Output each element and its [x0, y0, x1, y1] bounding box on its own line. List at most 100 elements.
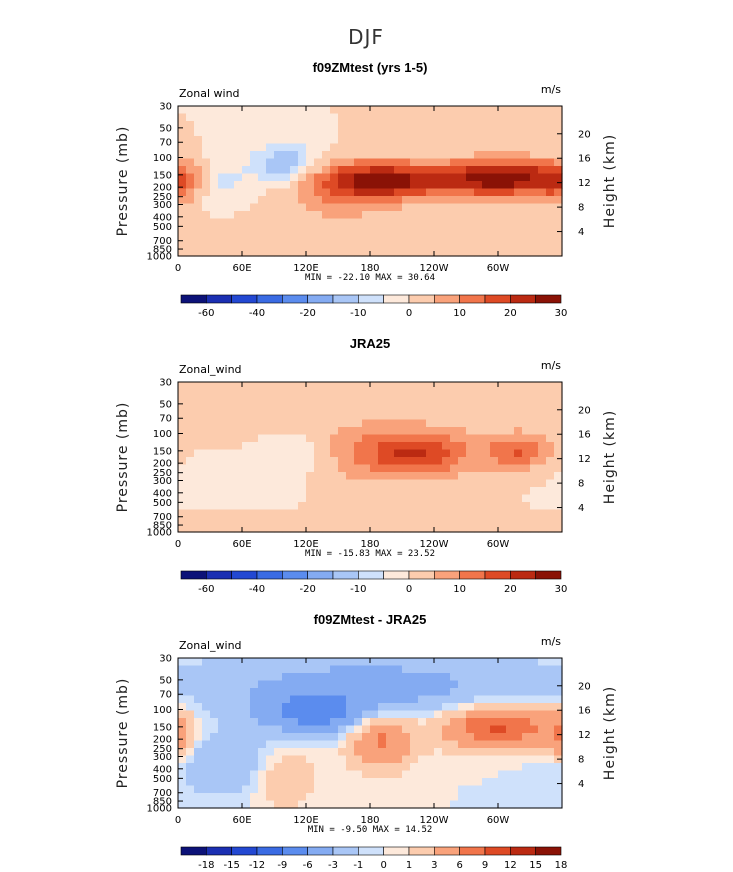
- heatmap-cell: [482, 785, 491, 794]
- heatmap-cell: [194, 203, 203, 212]
- heatmap-cell: [186, 233, 195, 242]
- heatmap-cell: [498, 763, 507, 772]
- heatmap-cell: [410, 188, 419, 197]
- heatmap-cell: [362, 755, 371, 764]
- heatmap-cell: [538, 778, 547, 787]
- heatmap-cell: [554, 248, 563, 257]
- heatmap-cell: [266, 718, 275, 727]
- heatmap-cell: [306, 665, 315, 674]
- heatmap-cell: [546, 196, 555, 205]
- heatmap-cell: [186, 404, 195, 413]
- heatmap-cell: [274, 680, 283, 689]
- heatmap-cell: [450, 733, 459, 742]
- heatmap-cell: [450, 233, 459, 242]
- heatmap-cell: [370, 166, 379, 175]
- heatmap-cell: [290, 382, 299, 391]
- heatmap-cell: [530, 658, 539, 667]
- heatmap-cell: [538, 248, 547, 257]
- y-right-tick-label: 12: [578, 454, 591, 465]
- heatmap-cell: [554, 128, 563, 137]
- heatmap-cell: [530, 673, 539, 682]
- heatmap-cell: [386, 389, 395, 398]
- heatmap-cell: [202, 479, 211, 488]
- heatmap-cell: [538, 203, 547, 212]
- heatmap-cell: [394, 113, 403, 122]
- y-right-tick-label: 8: [578, 479, 584, 490]
- heatmap-cell: [498, 748, 507, 757]
- heatmap-cell: [362, 397, 371, 406]
- heatmap-cell: [538, 725, 547, 734]
- heatmap-cell: [354, 434, 363, 443]
- heatmap-cell: [490, 725, 499, 734]
- heatmap-cell: [338, 680, 347, 689]
- heatmap-cell: [194, 106, 203, 115]
- heatmap-cell: [330, 143, 339, 152]
- heatmap-cell: [250, 748, 259, 757]
- heatmap-cell: [378, 658, 387, 667]
- heatmap-cell: [178, 733, 187, 742]
- heatmap-cell: [482, 196, 491, 205]
- heatmap-cell: [378, 785, 387, 794]
- heatmap-cell: [354, 106, 363, 115]
- heatmap-cell: [218, 695, 227, 704]
- heatmap-cell: [410, 703, 419, 712]
- heatmap-cell: [370, 404, 379, 413]
- heatmap-cell: [258, 211, 267, 220]
- y-tick-label: 30: [159, 654, 172, 665]
- heatmap-cell: [194, 449, 203, 458]
- heatmap-cell: [226, 106, 235, 115]
- heatmap-cell: [434, 665, 443, 674]
- heatmap-cell: [226, 449, 235, 458]
- heatmap-cell: [338, 457, 347, 466]
- heatmap-cell: [426, 479, 435, 488]
- heatmap-cell: [554, 233, 563, 242]
- heatmap-cell: [458, 494, 467, 503]
- heatmap-cell: [274, 419, 283, 428]
- heatmap-cell: [434, 419, 443, 428]
- x-tick-label: 180: [360, 815, 379, 826]
- heatmap-cell: [538, 241, 547, 250]
- heatmap-cell: [282, 695, 291, 704]
- heatmap-cell: [386, 733, 395, 742]
- heatmap-cell: [442, 449, 451, 458]
- heatmap-cell: [450, 136, 459, 145]
- heatmap-cell: [298, 136, 307, 145]
- heatmap-cell: [434, 188, 443, 197]
- heatmap-cell: [194, 188, 203, 197]
- heatmap-cell: [490, 464, 499, 473]
- heatmap-cell: [322, 434, 331, 443]
- y-tick-label: 70: [159, 690, 172, 701]
- heatmap-cell: [394, 241, 403, 250]
- heatmap-cell: [306, 517, 315, 526]
- heatmap-cell: [514, 658, 523, 667]
- heatmap-cell: [490, 404, 499, 413]
- heatmap-cell: [314, 703, 323, 712]
- heatmap-cell: [226, 211, 235, 220]
- heatmap-cell: [530, 740, 539, 749]
- heatmap-cell: [250, 241, 259, 250]
- heatmap-cell: [506, 502, 515, 511]
- heatmap-cell: [418, 226, 427, 235]
- heatmap-cell: [218, 658, 227, 667]
- heatmap-cell: [202, 419, 211, 428]
- heatmap-cell: [330, 524, 339, 533]
- y-tick-label: 100: [153, 153, 172, 164]
- heatmap-cell: [338, 203, 347, 212]
- colorbar-box: [180, 846, 207, 856]
- heatmap-cell: [314, 136, 323, 145]
- heatmap-cell: [186, 181, 195, 190]
- heatmap-cell: [210, 233, 219, 242]
- heatmap-cell: [234, 136, 243, 145]
- heatmap-cell: [346, 121, 355, 130]
- heatmap-cell: [522, 218, 531, 227]
- colorbar-box: [459, 570, 486, 580]
- colorbar-box: [206, 570, 232, 580]
- heatmap-cell: [530, 748, 539, 757]
- heatmap-cell: [530, 800, 539, 809]
- heatmap-cell: [474, 517, 483, 526]
- heatmap-cell: [322, 755, 331, 764]
- heatmap-cell: [522, 233, 531, 242]
- heatmap-cell: [434, 248, 443, 257]
- heatmap-cell: [434, 457, 443, 466]
- y-tick-label: 500: [153, 774, 172, 785]
